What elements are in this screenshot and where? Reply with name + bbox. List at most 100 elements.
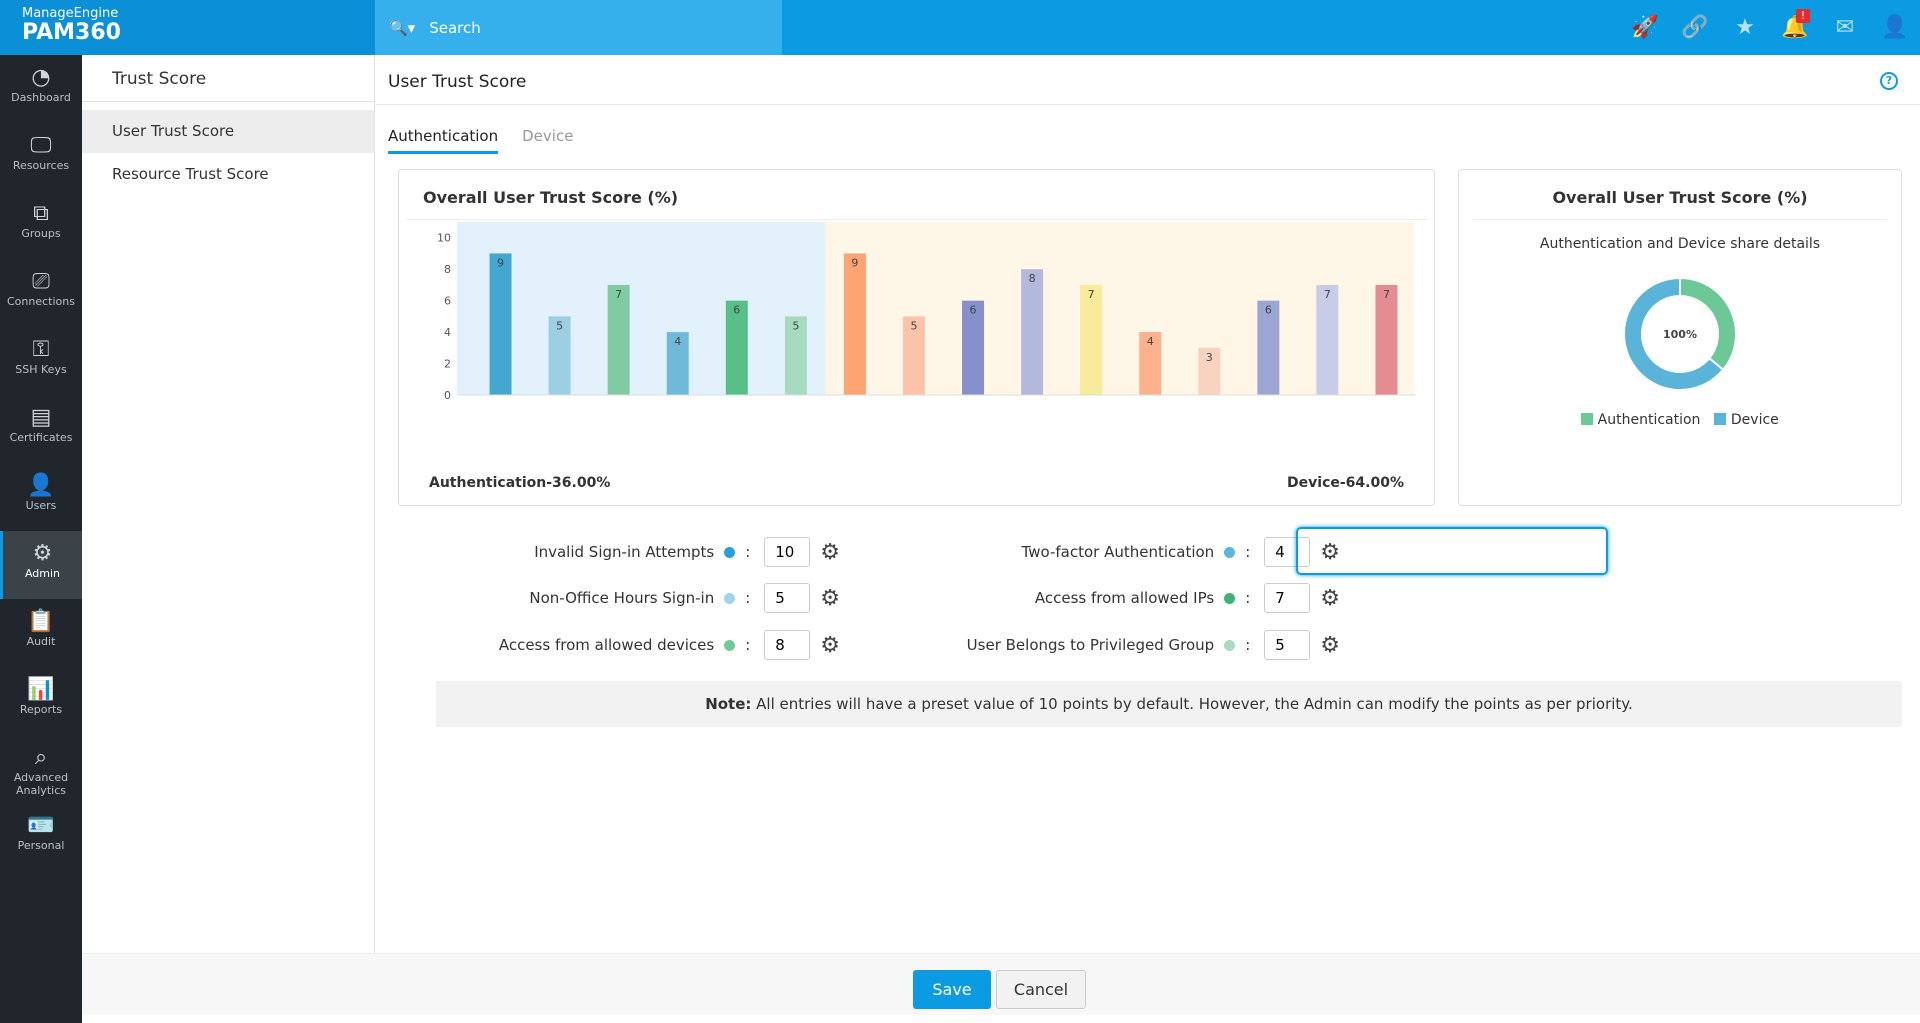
sidebar-item-label: SSH Keys <box>15 363 67 376</box>
bar-value-label: 4 <box>674 335 681 348</box>
donut-slice-authentication[interactable] <box>1679 276 1737 372</box>
colon: : <box>745 543 751 561</box>
gear-icon[interactable]: ⚙ <box>1320 539 1340 565</box>
legend-swatch <box>1581 413 1594 425</box>
link-icon[interactable]: 🔗 <box>1681 15 1709 40</box>
bar-value-label: 6 <box>733 304 740 317</box>
device-share-label: Device-64.00% <box>1287 475 1404 491</box>
form-row: Two-factor Authentication: ⚙ <box>1022 537 1340 567</box>
help-icon[interactable]: ? <box>1880 72 1898 90</box>
sidebar-item-personal[interactable]: 🪪 Personal <box>0 803 82 871</box>
gear-icon[interactable]: ⚙ <box>820 539 840 565</box>
points-input[interactable] <box>764 583 811 613</box>
donut-subtitle: Authentication and Device share details <box>1539 236 1821 252</box>
sidebar-item-groups[interactable]: ⧉ Groups <box>0 191 82 259</box>
sidebar-item-reports[interactable]: 📊 Reports <box>0 667 82 735</box>
subnav-resource-trust-score[interactable]: Resource Trust Score <box>112 165 269 183</box>
bar <box>666 332 689 395</box>
form-row: Access from allowed devices: ⚙ <box>499 630 840 660</box>
y-tick-label: 8 <box>444 263 451 276</box>
page-title: User Trust Score <box>388 72 527 92</box>
bar <box>548 316 571 395</box>
highlight-box <box>1296 527 1608 575</box>
points-input[interactable] <box>1264 583 1311 613</box>
gear-icon[interactable]: ⚙ <box>820 632 840 658</box>
search-icon: 🔍▾ <box>389 18 416 37</box>
points-input[interactable] <box>1264 537 1311 567</box>
logo[interactable]: ManageEngine PAM360 <box>0 0 375 55</box>
tab-device[interactable]: Device <box>522 127 574 145</box>
sidebar-item-certificates[interactable]: ▤ Certificates <box>0 395 82 463</box>
legend-authentication[interactable]: Authentication <box>1581 412 1700 428</box>
points-input[interactable] <box>764 537 811 567</box>
bar <box>902 316 925 395</box>
sidebar-item-label: Connections <box>7 295 75 308</box>
gear-icon[interactable]: ⚙ <box>1320 585 1340 611</box>
top-header: ManageEngine PAM360 🔍▾ Search 🚀 🔗 ★ 🔔! ✉ 👤 <box>0 0 1920 55</box>
field-label: Access from allowed IPs <box>1034 589 1215 607</box>
y-tick-label: 0 <box>444 389 451 402</box>
color-dot <box>724 639 736 651</box>
field-label: User Belongs to Privileged Group <box>966 636 1215 654</box>
bar <box>1375 284 1398 395</box>
sidebar-item-label: Users <box>25 499 57 512</box>
group-background <box>457 222 826 395</box>
donut-slice-device[interactable] <box>1623 276 1725 391</box>
note-text: All entries will have a preset value of … <box>751 695 1633 713</box>
points-input[interactable] <box>1264 630 1311 660</box>
bar <box>784 316 807 395</box>
gear-icon[interactable]: ⚙ <box>1320 632 1340 658</box>
sub-navigation: Trust Score User Trust Score Resource Tr… <box>82 55 375 1015</box>
sidebar-item-label: Personal <box>17 839 65 852</box>
rocket-icon[interactable]: 🚀 <box>1631 15 1659 40</box>
bar-value-label: 8 <box>1029 272 1036 285</box>
bar-value-label: 5 <box>556 319 563 332</box>
sidebar-item-advanced-analytics[interactable]: ⌕ Advanced Analytics <box>0 735 82 803</box>
connections-icon: ⎚ <box>32 269 50 294</box>
donut-chart-title: Overall User Trust Score (%) <box>1473 170 1887 220</box>
groups-icon: ⧉ <box>33 201 49 226</box>
user-icon[interactable]: 👤 <box>1881 15 1909 40</box>
legend-label: Authentication <box>1597 412 1701 428</box>
save-button[interactable]: Save <box>913 970 991 1009</box>
brand: PAM360 <box>22 20 121 45</box>
bar-value-label: 4 <box>1147 335 1154 348</box>
bar-value-label: 7 <box>615 288 622 301</box>
search-input[interactable]: 🔍▾ Search <box>375 0 782 55</box>
sidebar-item-connections[interactable]: ⎚ Connections <box>0 259 82 327</box>
sidebar-item-users[interactable]: 👤 Users <box>0 463 82 531</box>
sidebar-item-ssh-keys[interactable]: ⚿ SSH Keys <box>0 327 82 395</box>
form-row: User Belongs to Privileged Group: ⚙ <box>967 630 1340 660</box>
bar <box>1021 269 1044 395</box>
legend-device[interactable]: Device <box>1714 412 1779 428</box>
bar-value-label: 5 <box>792 319 799 332</box>
subnav-user-trust-score[interactable]: User Trust Score <box>82 110 374 153</box>
search-placeholder: Search <box>429 18 481 37</box>
bar <box>1139 332 1162 395</box>
bar-chart-title: Overall User Trust Score (%) <box>405 170 1428 220</box>
legend-swatch <box>1714 413 1727 425</box>
sidebar-item-admin[interactable]: ⚙ Admin <box>0 531 82 599</box>
tab-authentication[interactable]: Authentication <box>388 127 499 154</box>
color-dot <box>1224 546 1236 558</box>
bell-icon[interactable]: 🔔! <box>1781 9 1810 40</box>
mail-icon[interactable]: ✉ <box>1835 15 1855 40</box>
donut-center-label: 100% <box>1663 328 1697 341</box>
points-input[interactable] <box>764 630 811 660</box>
gear-icon[interactable]: ⚙ <box>820 585 840 611</box>
sidebar: ◔ Dashboard 🖵 Resources ⧉ Groups ⎚ Connections ⚿… <box>0 55 82 1023</box>
sidebar-item-label: Advanced Analytics <box>13 771 69 797</box>
form-row: Invalid Sign-in Attempts: ⚙ <box>534 537 840 567</box>
sidebar-item-dashboard[interactable]: ◔ Dashboard <box>0 55 82 123</box>
gear-icon: ⚙ <box>32 541 53 566</box>
y-tick-label: 4 <box>444 326 451 339</box>
clipboard-icon: 📋 <box>27 609 55 634</box>
colon: : <box>1245 589 1251 607</box>
sidebar-item-audit[interactable]: 📋 Audit <box>0 599 82 667</box>
cancel-button[interactable]: Cancel <box>996 970 1086 1009</box>
sidebar-item-resources[interactable]: 🖵 Resources <box>0 123 82 191</box>
donut-chart: 100% <box>1623 276 1737 391</box>
sidebar-item-label: Dashboard <box>11 91 71 104</box>
donut-chart-card: Overall User Trust Score (%) Authenticat… <box>1458 169 1902 506</box>
user-star-icon[interactable]: ★ <box>1735 15 1755 40</box>
